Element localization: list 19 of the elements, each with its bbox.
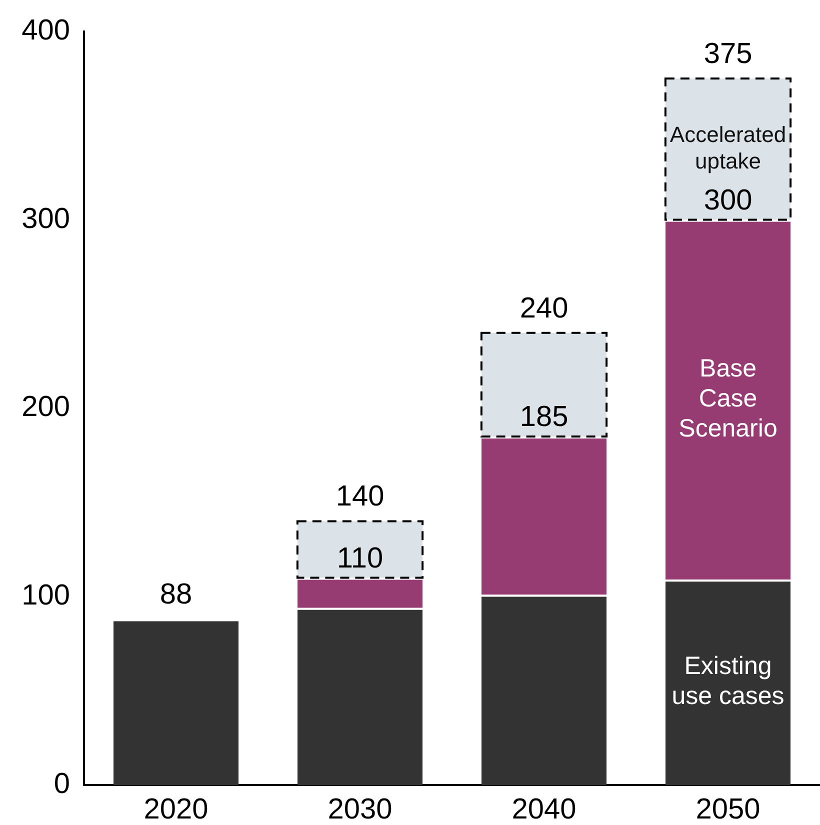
series-label: Accelerated uptake [670,122,786,174]
y-tick-label: 400 [22,14,70,46]
x-tick-label: 2050 [696,793,760,825]
total-label: 88 [160,578,192,611]
y-tick-label: 200 [22,391,70,424]
annotation: 300 [704,184,752,216]
total-label: 240 [520,292,568,324]
annotation: 185 [520,400,568,433]
y-tick-label: 100 [22,580,70,612]
y-tick-label: 0 [54,768,70,800]
series-label: Existing use cases [672,652,784,710]
x-tick-label: 2030 [328,793,392,825]
series-label: Base Case Scenario [678,354,778,443]
x-tick-label: 2020 [144,793,208,825]
x-tick-label: 2040 [512,793,576,825]
annotation: 110 [336,542,384,574]
total-label: 140 [336,480,384,513]
y-tick-label: 300 [22,202,70,235]
total-label: 375 [704,38,752,70]
